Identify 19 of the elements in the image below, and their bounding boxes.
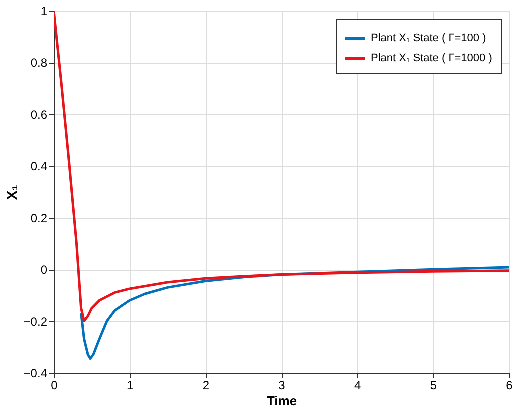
x-tick-label: 6 — [506, 378, 514, 392]
x-tick-label: 2 — [202, 378, 210, 392]
y-tick-label: 0.2 — [30, 211, 48, 226]
y-axis-title: X₁ — [4, 184, 20, 200]
y-tick-label: −0.2 — [24, 314, 48, 329]
y-tick-label: 0.4 — [30, 160, 48, 174]
y-tick-label: 0 — [40, 263, 48, 278]
y-tick-label: 0.8 — [30, 56, 48, 70]
y-tick-label: 1 — [40, 4, 48, 18]
legend-label: Plant X₁ State ( Γ=1000 ) — [371, 52, 492, 64]
y-tick-label: −0.4 — [24, 366, 48, 380]
x-tick-label: 5 — [430, 378, 438, 392]
y-tick-label: 0.6 — [30, 108, 48, 122]
x-axis-title: Time — [266, 394, 298, 408]
x-tick-label: 4 — [354, 378, 362, 392]
x-tick-label: 0 — [51, 378, 58, 392]
legend-label: Plant X₁ State ( Γ=100 ) — [371, 32, 486, 44]
x-tick-label: 3 — [278, 378, 286, 392]
x-tick-label: 1 — [126, 378, 134, 392]
